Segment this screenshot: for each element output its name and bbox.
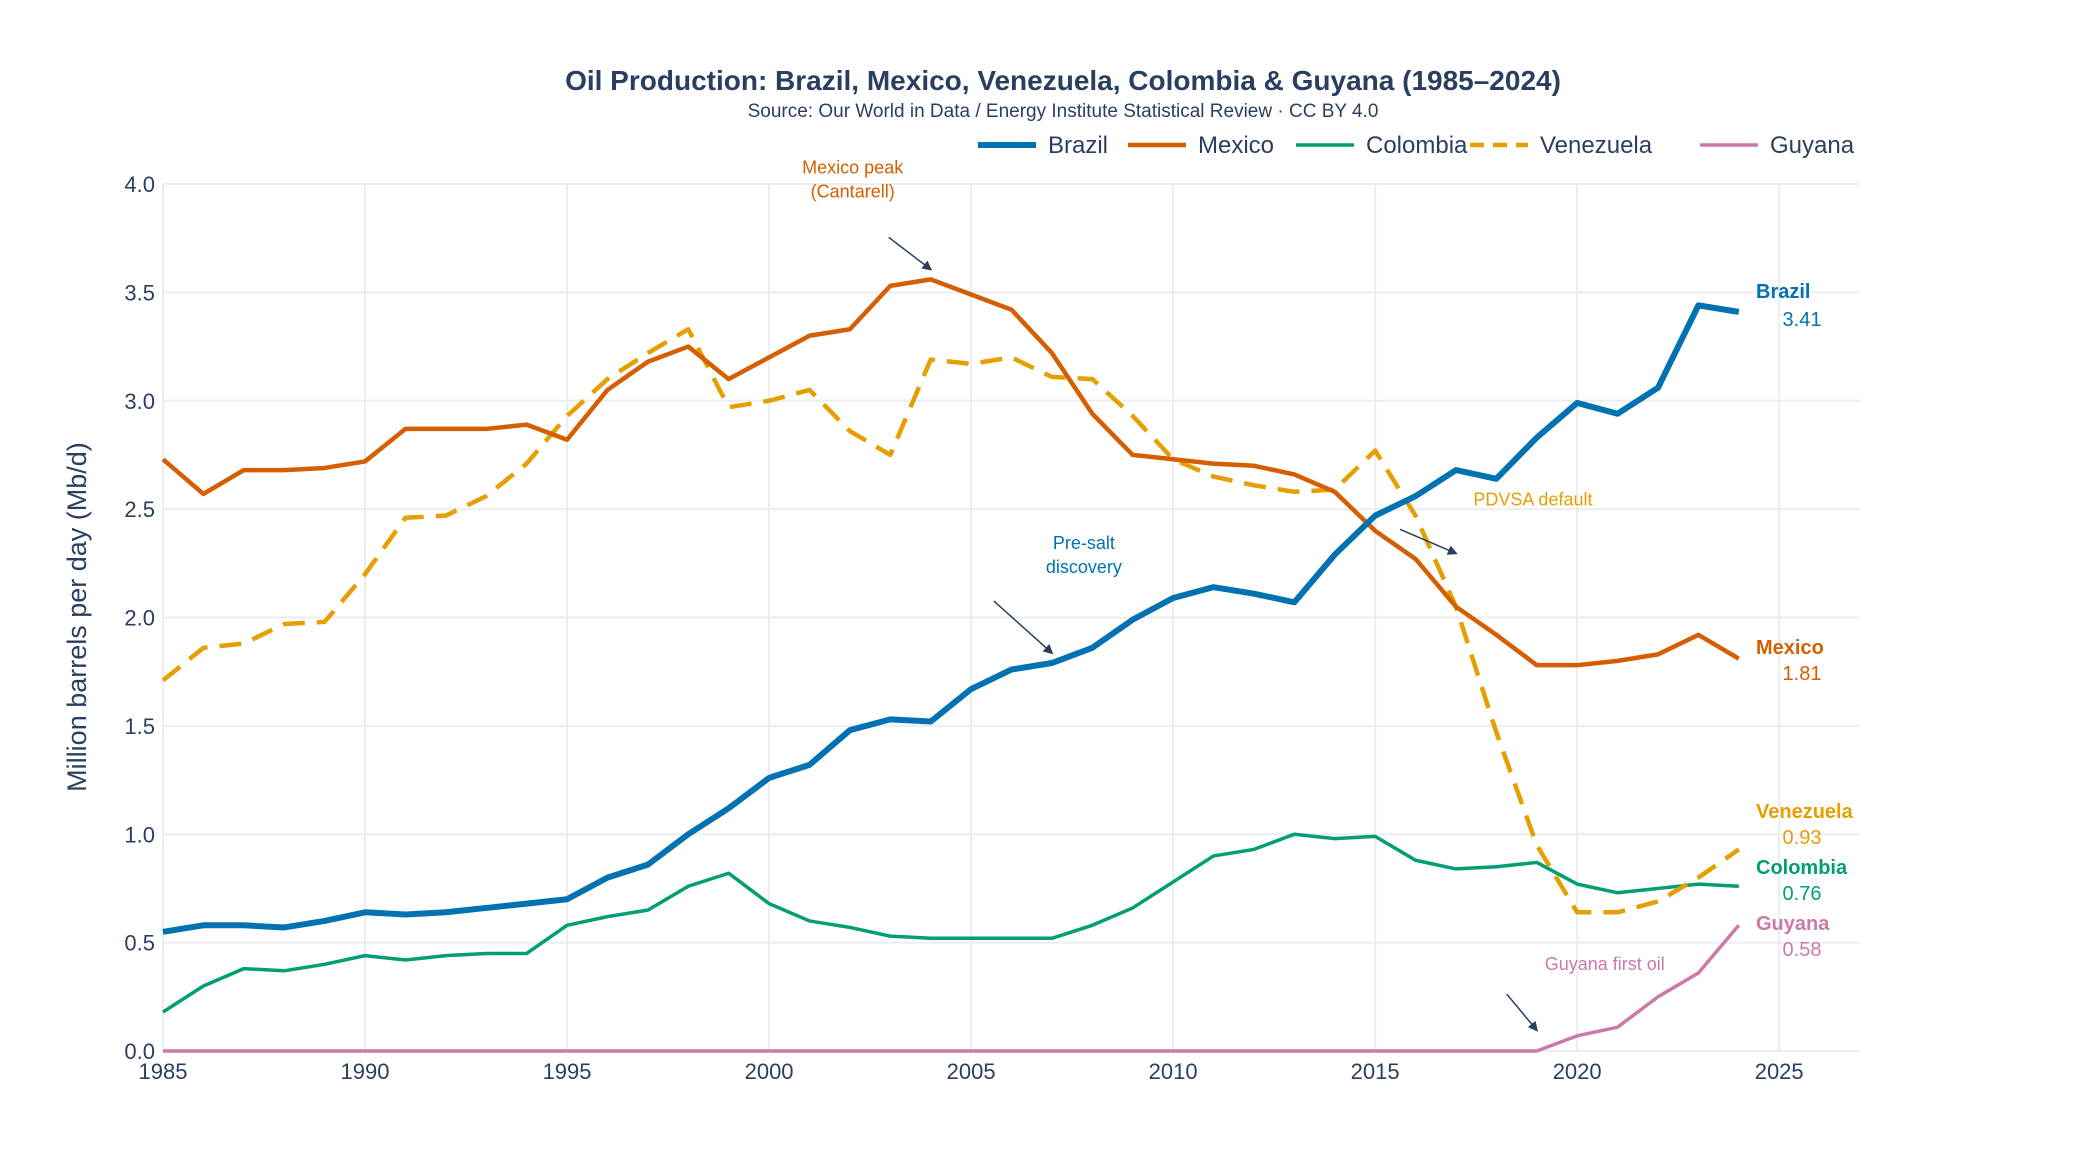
annotation-text: (Cantarell) [811,181,895,201]
legend-label-venezuela: Venezuela [1540,132,1653,159]
series-line-venezuela [161,326,1741,915]
x-tick-label: 2010 [1149,1059,1198,1084]
annotation-arrow [1399,528,1458,555]
x-tick-label: 2005 [947,1059,996,1084]
legend-label-guyana: Guyana [1770,132,1855,159]
series-lines [161,277,1741,1053]
chart-title: Oil Production: Brazil, Mexico, Venezuel… [565,65,1561,96]
annotation-text: Mexico peak [802,157,904,177]
chart-subtitle: Source: Our World in Data / Energy Insti… [748,101,1379,122]
y-tick-label: 2.0 [124,606,155,631]
end-label-value: 3.41 [1783,309,1822,331]
annotation-text: discovery [1046,557,1122,577]
y-axis-label: Million barrels per day (Mb/d) [62,442,92,792]
y-tick-label: 3.5 [124,280,155,305]
y-tick-label: 0.0 [124,1039,155,1064]
end-label-value: 1.81 [1783,663,1822,685]
x-tick-label: 1995 [543,1059,592,1084]
x-tick-label: 2000 [745,1059,794,1084]
annotation-text: PDVSA default [1473,489,1592,509]
end-label-value: 0.58 [1783,939,1822,961]
end-label-name: Venezuela [1756,801,1854,823]
y-tick-label: 3.0 [124,389,155,414]
x-tick-label: 1985 [139,1059,188,1084]
series-line-colombia [162,832,1739,1014]
x-tick-label: 2025 [1755,1059,1804,1084]
end-label-name: Brazil [1756,281,1810,303]
end-label-value: 0.76 [1783,883,1822,905]
legend-label-brazil: Brazil [1048,132,1108,159]
legend-label-colombia: Colombia [1366,132,1468,159]
y-tick-label: 2.5 [124,497,155,522]
annotation-text: Guyana first oil [1545,954,1665,974]
end-label-name: Guyana [1756,913,1830,935]
end-label-value: 0.93 [1783,827,1822,849]
annotation-arrow [888,236,933,271]
legend-label-mexico: Mexico [1198,132,1274,159]
annotation-text: Pre-salt [1053,533,1115,553]
y-tick-label: 1.5 [124,714,155,739]
end-label-name: Colombia [1756,857,1848,879]
end-label-name: Mexico [1756,637,1824,659]
y-tick-label: 0.5 [124,931,155,956]
axes: 0.0 0.5 1.0 1.5 2.0 2.5 3.0 3.5 4.0 1985 1990 1995 2… [124,172,1803,1084]
y-tick-label: 4.0 [124,172,155,197]
series-line-guyana [163,924,1741,1053]
y-tick-label: 1.0 [124,822,155,847]
x-tick-label: 1990 [341,1059,390,1084]
series-line-mexico [161,277,1740,668]
legend: Brazil Mexico Colombia Venezuela Guyana [978,132,1855,159]
annotation-arrow [1506,993,1539,1032]
annotation-arrow [993,600,1054,655]
series-line-brazil [162,302,1740,935]
end-labels: Brazil 3.41 Mexico 1.81 Colombia 0.76 Venezuel… [1756,281,1854,961]
x-tick-label: 2015 [1351,1059,1400,1084]
x-tick-label: 2020 [1553,1059,1602,1084]
annotations: Mexico peak (Cantarell) Pre-salt discovery P… [802,157,1665,1032]
